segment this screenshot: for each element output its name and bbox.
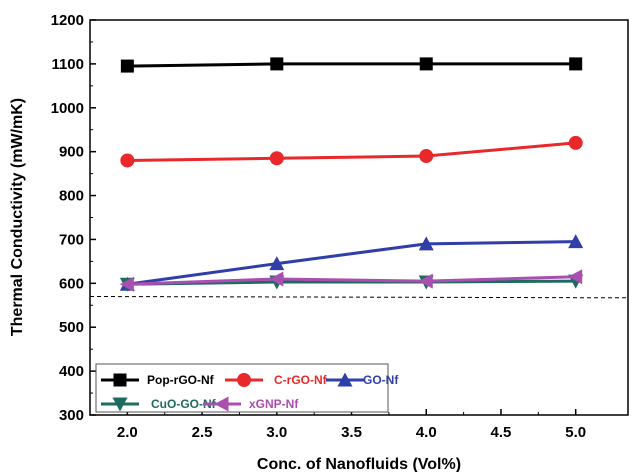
y-tick-label: 400 (59, 363, 84, 380)
y-tick-label: 1200 (51, 12, 84, 29)
legend: Pop-rGO-Nf C-rGO-Nf GO-Nf CuO-GO-Nf xGNP-Nf (95, 363, 399, 413)
legend-marker (237, 373, 251, 387)
baseline-dashed-line (89, 296, 629, 299)
y-axis-title: Thermal Conductivity (mW/mK) (9, 98, 26, 336)
data-point (568, 269, 583, 285)
y-axis: 300 400 500 600 700 800 900 1000 1100 1200 (51, 12, 96, 424)
series-line (127, 240, 576, 286)
legend-item: xGNP-Nf (203, 396, 299, 412)
x-axis-title: Conc. of Nanofluids (Vol%) (257, 456, 461, 472)
series-line (127, 275, 576, 286)
data-point (568, 135, 583, 150)
legend-marker (113, 373, 127, 387)
legend-label: C-rGO-Nf (274, 373, 328, 387)
data-point (269, 271, 284, 287)
y-tick-label: 1100 (51, 56, 84, 73)
data-point (269, 256, 285, 271)
x-axis: 2.0 2.5 3.0 3.5 4.0 4.5 5.0 (117, 409, 586, 441)
y-tick-label: 1000 (51, 100, 84, 117)
data-point (269, 151, 284, 166)
plot-frame (89, 19, 629, 416)
legend-item: GO-Nf (326, 372, 399, 387)
series-c-rgo-nf (120, 135, 583, 168)
data-point (569, 57, 583, 71)
series-line (127, 141, 576, 162)
legend-label: GO-Nf (363, 373, 399, 387)
x-tick-label: 2.0 (117, 424, 138, 441)
series-line (127, 279, 576, 286)
series-layer (89, 57, 629, 299)
series-line (127, 62, 576, 68)
y-tick-label: 600 (59, 275, 84, 292)
series-pop-rgo-nf (120, 57, 583, 73)
legend-label: xGNP-Nf (249, 397, 299, 411)
data-point (120, 153, 135, 168)
data-point (119, 276, 134, 292)
legend-item: Pop-rGO-Nf (101, 373, 215, 387)
legend-item: CuO-GO-Nf (101, 397, 217, 412)
data-point (270, 57, 284, 71)
legend-label: Pop-rGO-Nf (147, 373, 215, 387)
data-point (418, 273, 433, 289)
y-tick-label: 700 (59, 231, 84, 248)
y-tick-label: 500 (59, 319, 84, 336)
legend-item: C-rGO-Nf (225, 373, 328, 387)
data-point (568, 234, 584, 249)
x-tick-label: 4.0 (416, 424, 437, 441)
data-point (419, 149, 434, 164)
series-xgnp-nf (119, 269, 583, 292)
data-point (419, 57, 433, 71)
x-tick-label: 3.5 (341, 424, 362, 441)
data-point (120, 59, 134, 73)
legend-marker (214, 396, 229, 412)
x-tick-label: 3.0 (266, 424, 287, 441)
legend-marker (337, 372, 353, 387)
y-tick-label: 900 (59, 144, 84, 161)
x-tick-label: 2.5 (192, 424, 213, 441)
legend-label: CuO-GO-Nf (151, 397, 217, 411)
y-tick-label: 800 (59, 188, 84, 205)
data-point (418, 236, 434, 251)
legend-marker (112, 397, 128, 412)
x-tick-label: 4.5 (491, 424, 512, 441)
legend-box (95, 363, 389, 413)
x-tick-label: 5.0 (565, 424, 586, 441)
y-tick-label: 300 (59, 407, 84, 424)
